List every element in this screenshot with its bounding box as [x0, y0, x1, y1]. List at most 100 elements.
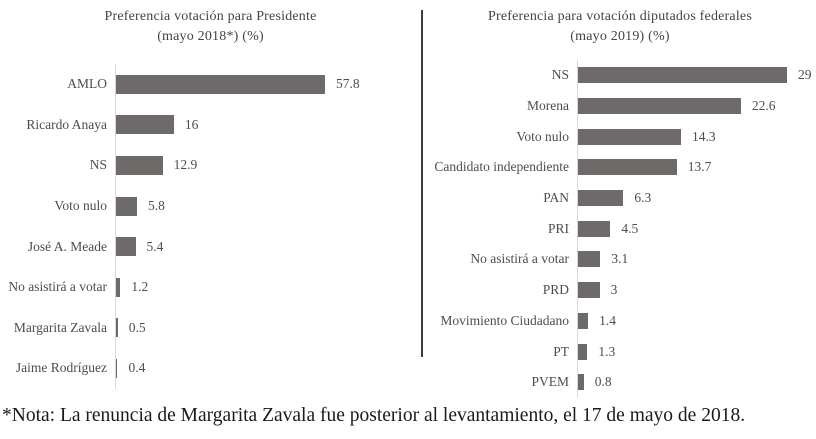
- bar-area: 5.8: [115, 185, 421, 227]
- bar-area: 13.7: [577, 152, 816, 183]
- value-label: 4.5: [621, 220, 639, 236]
- category-label: Jaime Rodríguez: [15, 360, 107, 376]
- value-label: 12.9: [173, 157, 198, 173]
- category-label: PAN: [543, 190, 569, 206]
- bar-row: PRI 4.5: [424, 213, 816, 245]
- category-label: PRI: [547, 220, 569, 236]
- bar-row: PRD 3: [424, 274, 816, 306]
- category-label: José A. Meade: [27, 238, 107, 254]
- value-label: 0.8: [594, 374, 612, 390]
- category-label: AMLO: [67, 76, 107, 92]
- category-label: Ricardo Anaya: [26, 116, 107, 132]
- bar-row: AMLO 57.8: [0, 64, 421, 105]
- value-label: 5.4: [146, 238, 164, 254]
- bar-row: Voto nulo 5.8: [0, 185, 421, 227]
- bar: [116, 318, 118, 338]
- value-label: 14.3: [692, 128, 716, 144]
- chart-title-block: Preferencia votación para Presidente (ma…: [0, 7, 421, 47]
- bar-area: 16: [115, 104, 421, 146]
- chart-title-block: Preferencia para votación diputados fede…: [424, 7, 816, 47]
- bar-row: Movimiento Ciudadano 1.4: [424, 305, 816, 337]
- bar-row: Jaime Rodríguez 0.4: [0, 348, 421, 389]
- bar-area: 14.3: [577, 121, 816, 153]
- chart-president-2018: Preferencia votación para Presidente (ma…: [0, 0, 421, 389]
- bar-row: PAN 6.3: [424, 182, 816, 214]
- bar-row: Morena 22.6: [424, 90, 816, 122]
- divider-line: [421, 10, 423, 357]
- category-label: No asistirá a votar: [470, 251, 569, 267]
- category-label: Voto nulo: [516, 128, 569, 144]
- value-label: 57.8: [336, 76, 360, 92]
- bar: [578, 128, 682, 145]
- bar-area: 29: [577, 60, 816, 91]
- bar-row: PVEM 0.8: [424, 366, 816, 398]
- bar-area: 4.5: [577, 213, 816, 245]
- bar-row: Voto nulo 14.3: [424, 121, 816, 153]
- bar-rows-diputados: NS 29 Morena 22.6 Voto nulo 14.3 Candidato ind…: [424, 60, 816, 398]
- category-label: Morena: [527, 98, 569, 114]
- bar-area: 1.3: [577, 336, 816, 367]
- bar-row: No asistirá a votar 3.1: [424, 244, 816, 275]
- chart-subtitle: (mayo 2018*) (%): [157, 29, 264, 44]
- value-label: 1.4: [599, 312, 616, 328]
- value-label: 5.8: [147, 198, 165, 214]
- bar-row: Margarita Zavala 0.5: [0, 307, 421, 349]
- bar-row: No asistirá a votar 1.2: [0, 266, 421, 308]
- bar-rows-president: AMLO 57.8 Ricardo Anaya 16 NS 12.9 Voto nulo 5.…: [0, 64, 421, 389]
- bar-row: Candidato independiente 13.7: [424, 152, 816, 183]
- bar: [116, 115, 174, 135]
- category-label: No asistirá a votar: [8, 279, 107, 295]
- category-label: Voto nulo: [54, 198, 107, 214]
- bar: [578, 282, 600, 299]
- bar: [578, 98, 741, 115]
- category-label: NS: [551, 67, 569, 83]
- bar: [116, 74, 325, 94]
- chart-title: Preferencia para votación diputados fede…: [488, 9, 752, 24]
- chart-subtitle: (mayo 2019) (%): [570, 29, 670, 44]
- value-label: 1.3: [598, 343, 616, 359]
- value-label: 1.2: [131, 279, 149, 295]
- footnote: *Nota: La renuncia de Margarita Zavala f…: [2, 405, 746, 426]
- value-label: 0.5: [128, 319, 146, 335]
- bar: [578, 343, 588, 360]
- bar: [578, 190, 624, 207]
- bar-row: Ricardo Anaya 16: [0, 104, 421, 146]
- bar: [116, 237, 136, 257]
- bar: [116, 196, 137, 216]
- chart-diputados-2019: Preferencia para votación diputados fede…: [424, 0, 816, 398]
- bar-area: 57.8: [115, 64, 421, 105]
- bar-area: 0.4: [115, 348, 421, 389]
- bar-area: 0.5: [115, 307, 421, 349]
- bar: [578, 159, 677, 176]
- category-label: Movimiento Ciudadano: [440, 312, 569, 328]
- category-label: PT: [553, 343, 569, 359]
- bar: [578, 251, 601, 268]
- bar-area: 6.3: [577, 182, 816, 214]
- category-label: Margarita Zavala: [13, 319, 107, 335]
- bar-area: 22.6: [577, 90, 816, 122]
- value-label: 29: [798, 67, 812, 83]
- bar-area: 1.2: [115, 266, 421, 308]
- value-label: 6.3: [634, 190, 652, 206]
- bar: [116, 155, 163, 175]
- bar-area: 0.8: [577, 366, 816, 398]
- bar-area: 12.9: [115, 145, 421, 186]
- bar-row: José A. Meade 5.4: [0, 226, 421, 267]
- category-label: PVEM: [531, 374, 569, 390]
- bar-row: NS 29: [424, 60, 816, 91]
- category-label: NS: [89, 157, 107, 173]
- bar: [116, 277, 121, 297]
- bar: [578, 67, 787, 84]
- category-label: PRD: [542, 282, 569, 298]
- bar-area: 3.1: [577, 244, 816, 275]
- value-label: 16: [184, 116, 199, 132]
- bar: [578, 374, 584, 391]
- bar-area: 1.4: [577, 305, 816, 337]
- bar-row: NS 12.9: [0, 145, 421, 186]
- bar: [116, 358, 118, 378]
- value-label: 0.4: [128, 360, 146, 376]
- bar-area: 5.4: [115, 226, 421, 267]
- category-label: Candidato independiente: [434, 159, 569, 175]
- value-label: 3.1: [611, 251, 629, 267]
